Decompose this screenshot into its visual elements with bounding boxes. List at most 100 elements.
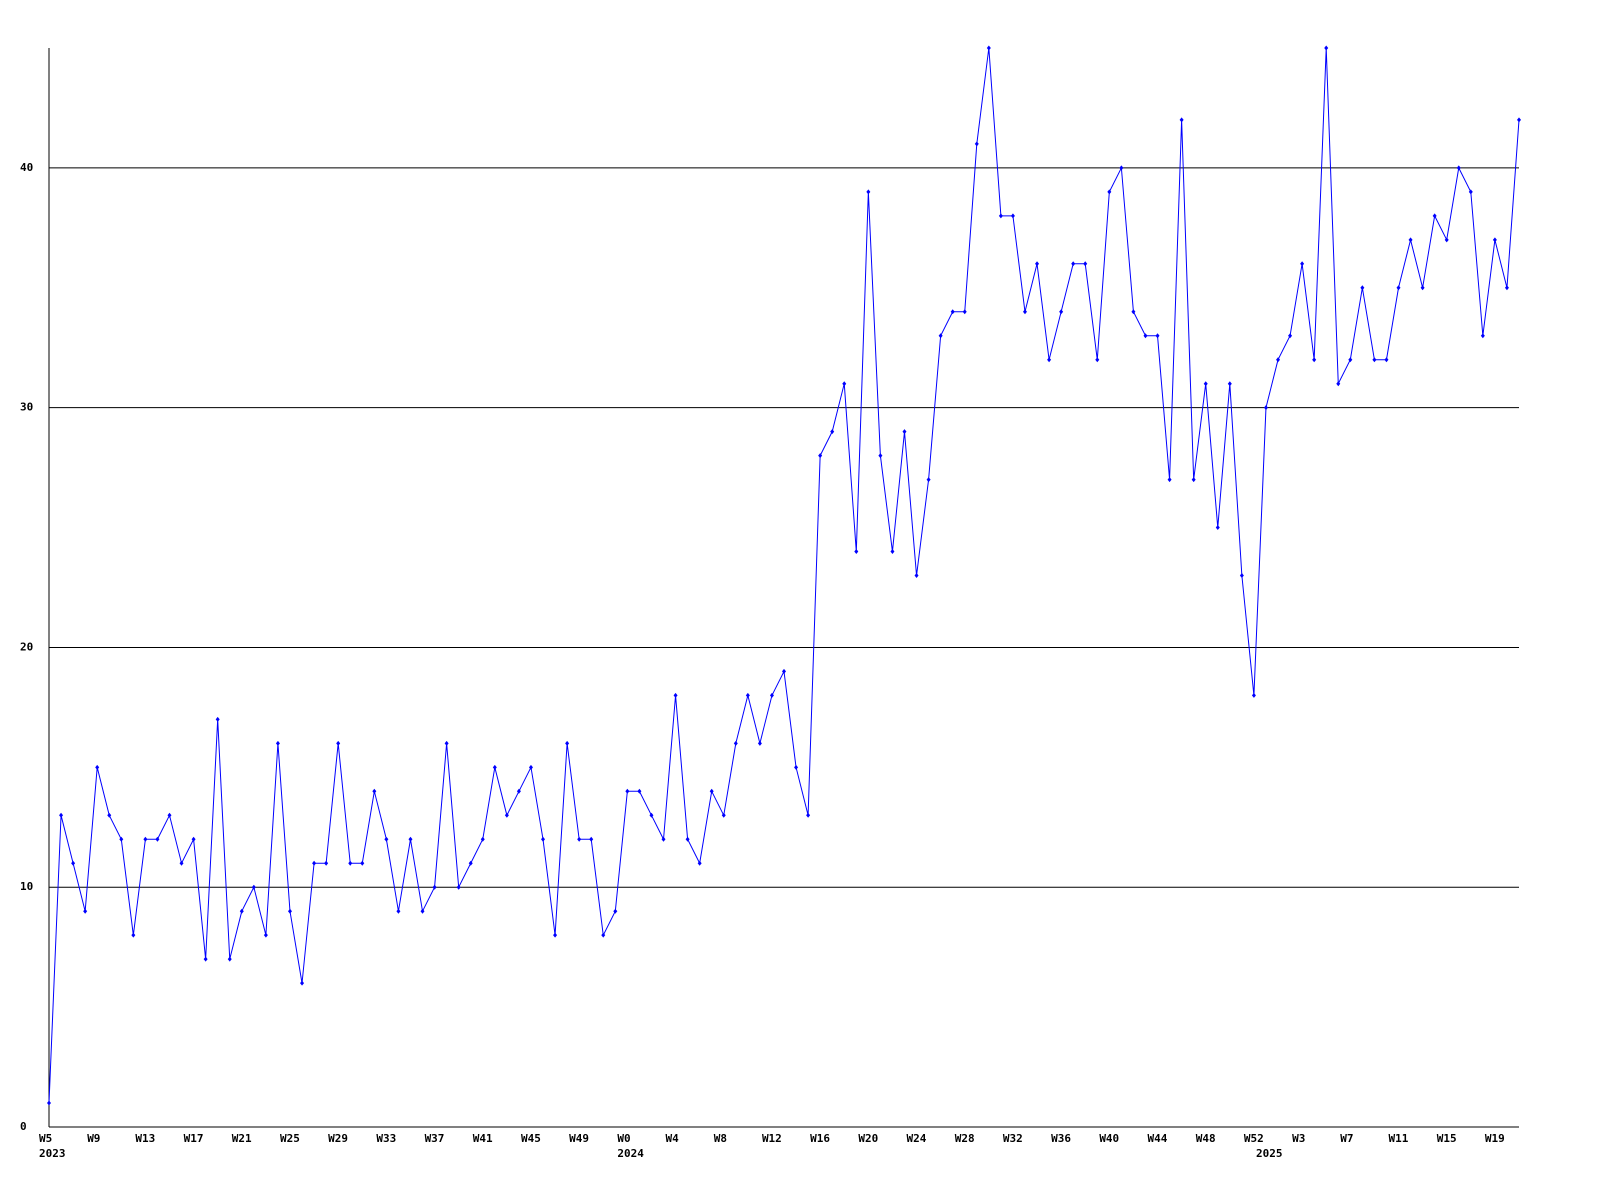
data-point	[324, 860, 329, 866]
data-point	[685, 836, 690, 842]
data-point	[709, 788, 714, 794]
data-point	[1167, 477, 1172, 483]
data-point	[986, 45, 991, 51]
data-point	[890, 549, 895, 555]
data-point	[1408, 237, 1413, 243]
data-point	[589, 836, 594, 842]
data-point	[625, 788, 630, 794]
x-year-label: 2025	[1256, 1147, 1283, 1160]
data-point	[830, 429, 835, 435]
data-point	[420, 908, 425, 914]
x-tick-label: W29	[328, 1132, 348, 1145]
data-point	[998, 213, 1003, 219]
data-point	[1468, 189, 1473, 195]
data-point	[926, 477, 931, 483]
data-point	[1215, 525, 1220, 531]
data-point	[179, 860, 184, 866]
data-point	[577, 836, 582, 842]
data-point	[47, 1100, 51, 1106]
data-point	[1360, 285, 1365, 291]
data-point	[263, 932, 268, 938]
x-tick-label: W4	[666, 1132, 680, 1145]
data-point	[396, 908, 401, 914]
y-tick-label: 0	[20, 1120, 27, 1133]
data-point	[745, 692, 750, 698]
data-point	[444, 740, 449, 746]
data-point	[119, 836, 124, 842]
data-point	[239, 908, 244, 914]
data-point	[854, 549, 859, 555]
data-point	[806, 812, 811, 818]
x-tick-label: W7	[1340, 1132, 1353, 1145]
data-point	[565, 740, 570, 746]
data-point	[721, 812, 726, 818]
x-tick-label: W16	[810, 1132, 830, 1145]
data-point	[1396, 285, 1401, 291]
x-tick-label: W37	[425, 1132, 445, 1145]
x-tick-label: W21	[232, 1132, 252, 1145]
data-point	[408, 836, 413, 842]
data-point	[107, 812, 112, 818]
data-point	[1504, 285, 1509, 291]
x-tick-label: W19	[1485, 1132, 1505, 1145]
data-point	[673, 692, 678, 698]
data-point	[312, 860, 317, 866]
data-point	[71, 860, 76, 866]
data-point	[1059, 309, 1064, 315]
y-tick-label: 20	[20, 640, 33, 653]
x-tick-label: W0	[617, 1132, 630, 1145]
data-point	[769, 692, 774, 698]
data-point	[1276, 357, 1281, 363]
data-point	[275, 740, 280, 746]
data-point	[203, 956, 208, 962]
y-tick-label: 30	[20, 401, 33, 414]
data-point	[1456, 165, 1461, 171]
data-point	[83, 908, 88, 914]
data-point	[1348, 357, 1353, 363]
data-point	[962, 309, 967, 315]
data-point	[1143, 333, 1148, 339]
data-point	[480, 836, 485, 842]
data-point	[1071, 261, 1076, 267]
data-point	[938, 333, 943, 339]
x-tick-label: W28	[955, 1132, 975, 1145]
data-point	[215, 716, 220, 722]
data-point	[287, 908, 292, 914]
data-point	[1263, 405, 1268, 411]
data-point	[1492, 237, 1497, 243]
data-line	[48, 47, 1520, 1104]
x-tick-label: W44	[1148, 1132, 1168, 1145]
x-tick-label: W41	[473, 1132, 493, 1145]
data-point	[1191, 477, 1196, 483]
x-tick-label: W45	[521, 1132, 541, 1145]
data-point	[131, 932, 136, 938]
data-point	[914, 573, 919, 579]
x-tick-label: W17	[184, 1132, 204, 1145]
data-point	[300, 980, 305, 986]
data-point	[432, 884, 437, 890]
data-point	[1083, 261, 1088, 267]
data-point	[155, 836, 160, 842]
data-point	[697, 860, 702, 866]
data-point	[1480, 333, 1485, 339]
data-point	[143, 836, 148, 842]
data-point	[384, 836, 389, 842]
x-tick-label: W8	[714, 1132, 727, 1145]
data-point	[95, 764, 100, 770]
x-tick-label: W20	[858, 1132, 878, 1145]
data-point	[1288, 333, 1293, 339]
y-tick-label: 40	[20, 161, 33, 174]
data-point	[974, 141, 979, 147]
data-point	[1251, 692, 1256, 698]
data-point	[757, 740, 762, 746]
data-point	[866, 189, 871, 195]
data-point	[167, 812, 172, 818]
data-point	[492, 764, 497, 770]
y-tick-label: 10	[20, 880, 33, 893]
data-point	[818, 453, 823, 459]
data-point	[637, 788, 642, 794]
data-point	[1155, 333, 1160, 339]
x-tick-label: W48	[1196, 1132, 1216, 1145]
data-point	[649, 812, 654, 818]
